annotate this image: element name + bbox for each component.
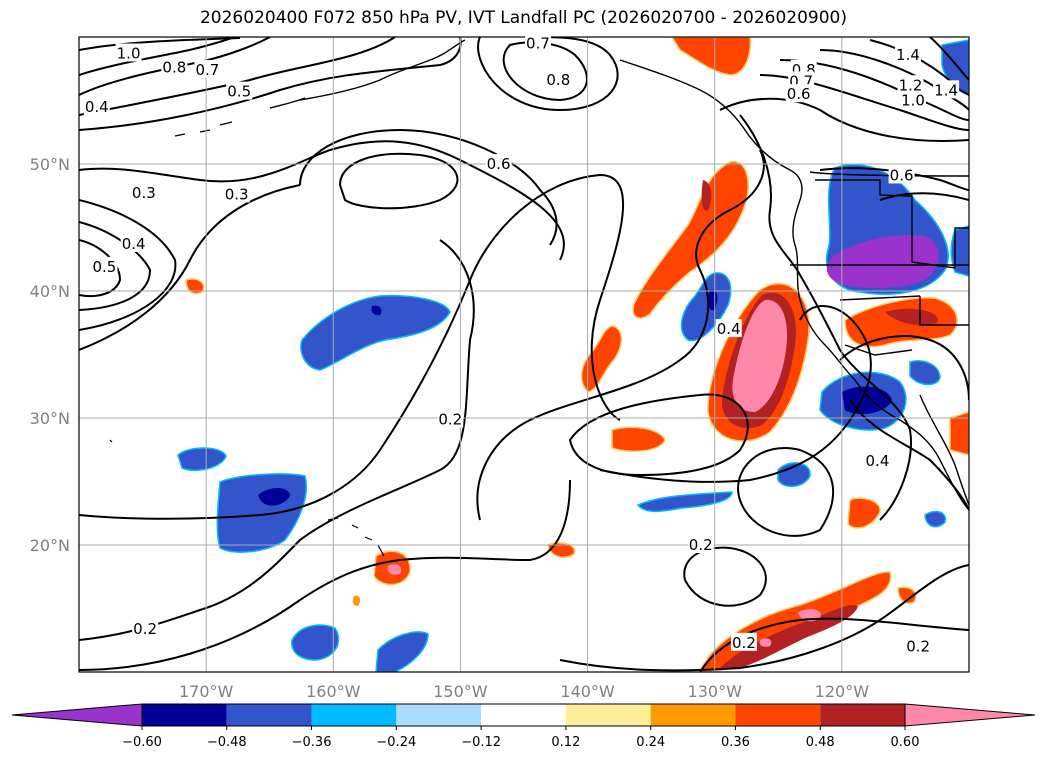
contour-label: 0.4 xyxy=(717,320,741,338)
contour-labels: 1.0 0.8 0.7 0.5 0.4 0.3 0.3 0.4 0.5 0.6 0.7 0.8 0.4 0… xyxy=(84,33,959,655)
latitude-tick-label: 30°N xyxy=(30,409,70,428)
contour-label: 0.2 xyxy=(438,410,462,428)
longitude-tick-labels: 170°W 160°W 150°W 140°W 130°W 120°W xyxy=(179,682,869,701)
negative-region xyxy=(925,511,945,526)
latitude-tick-label: 40°N xyxy=(30,282,70,301)
positive-region xyxy=(353,596,360,606)
contour-label: 0.4 xyxy=(122,235,146,253)
contour-label: 0.2 xyxy=(906,638,930,656)
longitude-tick-label: 120°W xyxy=(815,682,870,701)
colorbar-tick-label: 0.48 xyxy=(806,735,835,750)
contour-label: 1.4 xyxy=(934,81,958,99)
colorbar-tick-label: −0.60 xyxy=(122,735,162,750)
colorbar-tick-label: 0.12 xyxy=(551,735,580,750)
latitude-tick-label: 20°N xyxy=(30,536,70,555)
contour-label: 0.8 xyxy=(546,71,570,89)
longitude-tick-label: 160°W xyxy=(306,682,361,701)
colorbar-swatch xyxy=(566,704,651,726)
negative-region xyxy=(910,361,940,385)
contour-label: 0.2 xyxy=(732,634,756,652)
filled-anomaly-regions xyxy=(178,37,969,672)
colorbar-swatch xyxy=(820,704,905,726)
contour-label: 0.2 xyxy=(133,620,157,638)
contour-label: 0.6 xyxy=(890,166,914,184)
positive-region xyxy=(672,37,750,75)
colorbar-swatch xyxy=(396,704,481,726)
colorbar-swatch xyxy=(735,704,820,726)
contour-label: 0.5 xyxy=(92,258,116,276)
colorbar-swatch xyxy=(227,704,312,726)
colorbar-swatch xyxy=(481,704,566,726)
graticule xyxy=(79,37,969,672)
contour-label: 0.5 xyxy=(227,83,251,101)
contour-label: 1.0 xyxy=(901,92,925,110)
positive-region xyxy=(848,498,880,528)
longitude-tick-label: 130°W xyxy=(688,682,743,701)
colorbar-extend-min xyxy=(12,704,142,726)
contour-label: 1.0 xyxy=(117,45,141,63)
negative-region xyxy=(376,632,428,672)
colorbar-tick-label: −0.48 xyxy=(207,735,247,750)
colorbar-tick-label: −0.36 xyxy=(292,735,332,750)
contour-label: 0.3 xyxy=(225,185,249,203)
map-frame xyxy=(79,37,969,672)
positive-region xyxy=(845,298,957,347)
colorbar-tick-label: −0.24 xyxy=(376,735,416,750)
colorbar-swatch xyxy=(651,704,736,726)
negative-region xyxy=(178,448,226,470)
contour-label: 0.4 xyxy=(866,452,890,470)
colorbar-tick-label: −0.12 xyxy=(461,735,501,750)
contour-label: 0.2 xyxy=(689,536,713,554)
colorbar-tick-label: 0.24 xyxy=(636,735,665,750)
negative-region xyxy=(638,492,732,511)
longitude-tick-label: 170°W xyxy=(179,682,234,701)
colorbar-extend-max xyxy=(905,704,1035,726)
latitude-tick-label: 50°N xyxy=(30,155,70,174)
colorbar-swatch xyxy=(142,704,227,726)
contour-label: 0.3 xyxy=(132,184,156,202)
contour-label: 0.7 xyxy=(526,34,550,52)
negative-region xyxy=(217,474,306,552)
contour-label: 0.8 xyxy=(162,58,186,76)
pv-contours xyxy=(79,37,969,672)
colorbar-swatch xyxy=(312,704,397,726)
contour-label: 0.6 xyxy=(787,85,811,103)
negative-region xyxy=(292,625,339,660)
contour-label: 0.7 xyxy=(195,61,219,79)
longitude-tick-label: 150°W xyxy=(433,682,488,701)
contour-label: 0.4 xyxy=(85,98,109,116)
contour-label: 0.6 xyxy=(487,155,511,173)
latitude-tick-labels: 20°N 30°N 40°N 50°N xyxy=(30,155,70,555)
longitude-tick-label: 140°W xyxy=(560,682,615,701)
colorbar-tick-label: 0.36 xyxy=(721,735,750,750)
colorbar-tick-label: 0.60 xyxy=(891,735,920,750)
positive-region xyxy=(760,638,772,646)
positive-region xyxy=(612,427,665,451)
contour-label: 1.4 xyxy=(896,46,920,64)
colorbar: −0.60 −0.48 −0.36 −0.24 −0.12 0.12 0.24 0.36 0.4… xyxy=(12,704,1035,750)
